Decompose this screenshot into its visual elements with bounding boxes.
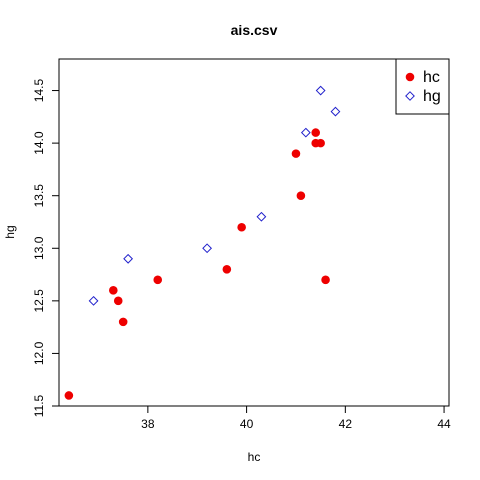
hg-point (257, 213, 265, 221)
hg-point (331, 107, 339, 115)
x-axis-label: hc (248, 450, 261, 464)
hc-point (297, 192, 305, 200)
data-points (65, 86, 340, 399)
legend-marker-hc (406, 73, 414, 81)
hg-point (203, 244, 211, 252)
x-tick-label: 38 (141, 417, 155, 431)
plot-frame (59, 59, 449, 406)
x-tick-label: 42 (339, 417, 353, 431)
hg-point (124, 255, 132, 263)
hg-point (302, 128, 310, 136)
y-tick-label: 14.5 (32, 79, 46, 103)
hc-point (322, 276, 330, 284)
hc-point (154, 276, 162, 284)
x-tick-label: 44 (437, 417, 451, 431)
y-tick-label: 12.5 (32, 289, 46, 313)
hc-point (114, 297, 122, 305)
y-tick-label: 13.0 (32, 236, 46, 260)
hc-point (312, 129, 320, 137)
hg-point (316, 86, 324, 94)
y-tick-label: 13.5 (32, 184, 46, 208)
hc-point (292, 150, 300, 158)
hc-point (223, 266, 231, 274)
y-tick-label: 11.5 (32, 394, 46, 417)
legend: hc hg (396, 59, 449, 114)
hc-point (317, 139, 325, 147)
legend-label-hg: hg (423, 88, 441, 105)
legend-label-hc: hc (423, 69, 440, 86)
x-tick-label: 40 (240, 417, 254, 431)
hg-point (89, 297, 97, 305)
hc-point (119, 318, 127, 326)
y-tick-label: 14.0 (32, 131, 46, 155)
hc-point (238, 223, 246, 231)
y-axis-label: hg (3, 225, 17, 238)
chart-title: ais.csv (231, 22, 278, 38)
y-tick-label: 12.0 (32, 341, 46, 365)
y-axis: 11.5 12.0 12.5 13.0 13.5 14.0 14.5 (32, 79, 59, 418)
legend-box (396, 59, 449, 114)
hc-point (65, 392, 73, 400)
hc-point (110, 287, 118, 295)
x-axis: 38 40 42 44 (141, 406, 451, 431)
